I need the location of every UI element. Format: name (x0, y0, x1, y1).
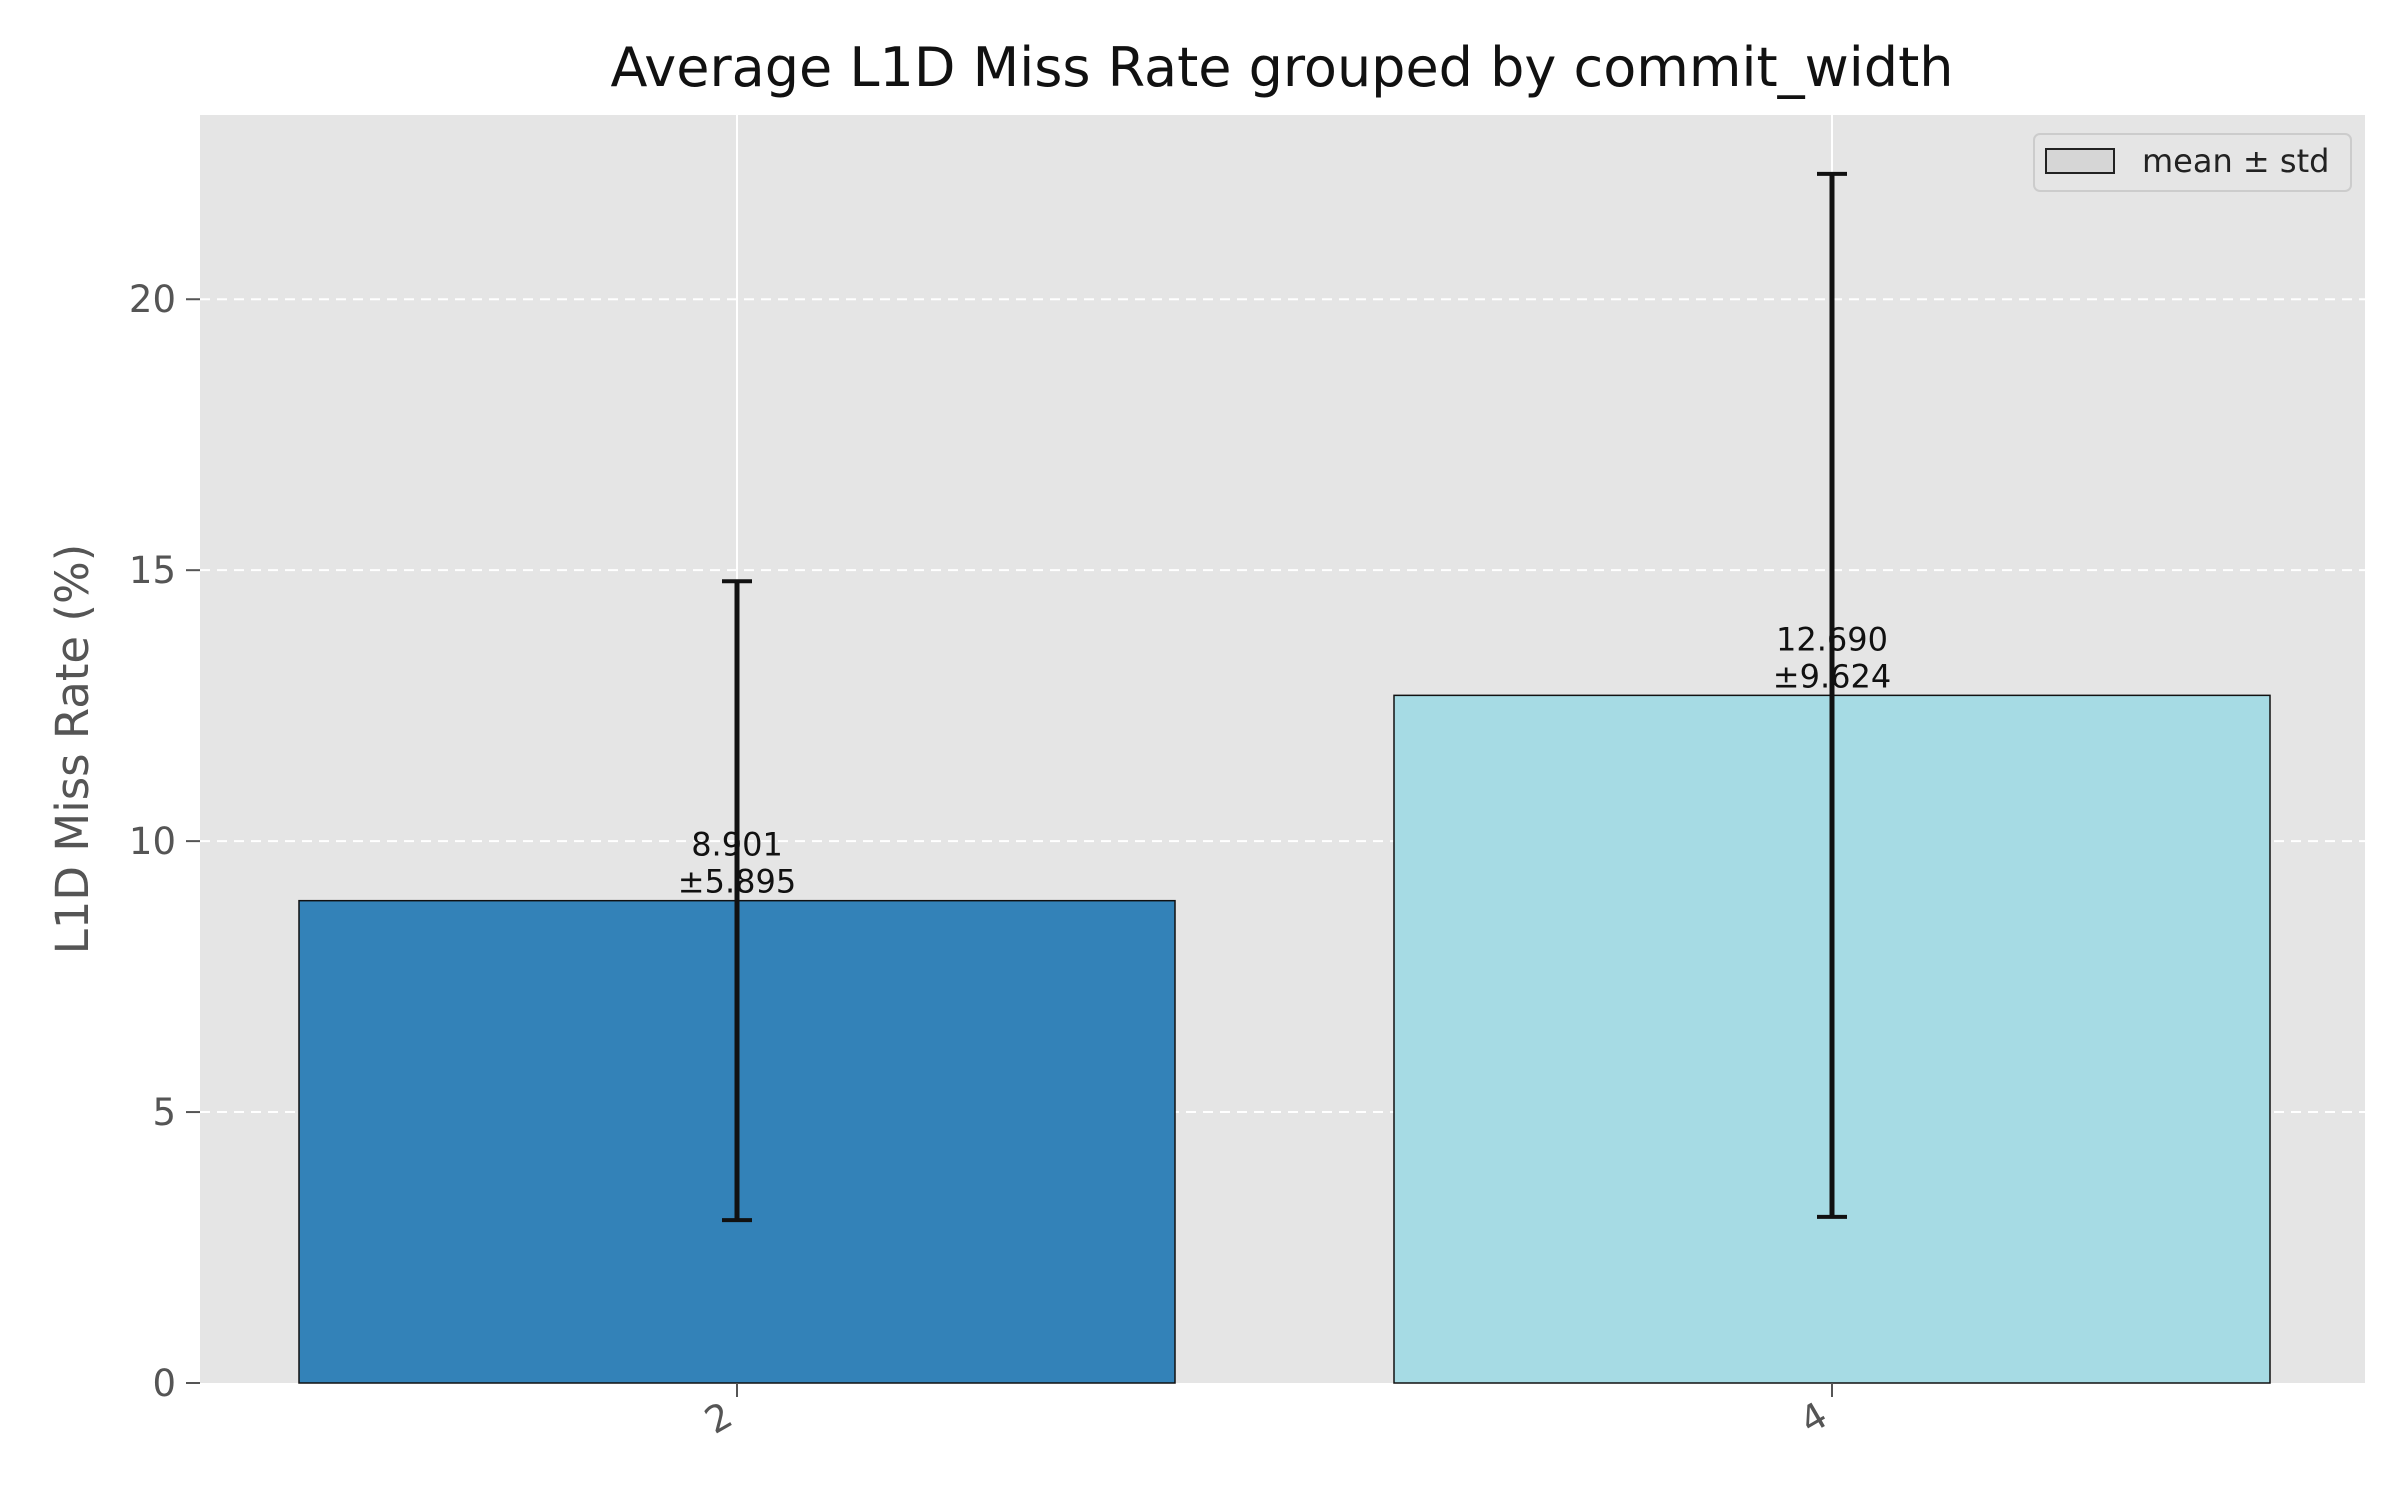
legend: mean ± std (2033, 133, 2352, 192)
x-tick-label: 2 (698, 1394, 740, 1443)
data-label-std: ±5.895 (678, 863, 796, 901)
y-tick-label: 5 (152, 1091, 176, 1134)
y-tick-label: 20 (129, 278, 176, 321)
legend-swatch (2045, 148, 2115, 174)
y-tick-label: 0 (152, 1362, 176, 1405)
y-tick-label: 10 (129, 820, 176, 863)
y-tick-label: 15 (129, 549, 176, 592)
data-label-mean: 12.690 (1776, 620, 1888, 658)
data-label-std: ±9.624 (1773, 657, 1891, 695)
y-axis-label: L1D Miss Rate (%) (46, 544, 99, 955)
errors-layer (722, 171, 1847, 1223)
legend-label: mean ± std (2142, 142, 2329, 180)
data-labels-layer: 8.901±5.895 12.690±9.624 (678, 620, 1891, 900)
x-tick-label: 4 (1793, 1394, 1835, 1443)
axes-layer: 0 5 10 15 20 2 4 (129, 278, 1835, 1442)
data-label-mean: 8.901 (691, 826, 783, 864)
chart-title: Average L1D Miss Rate grouped by commit_… (611, 36, 1954, 99)
